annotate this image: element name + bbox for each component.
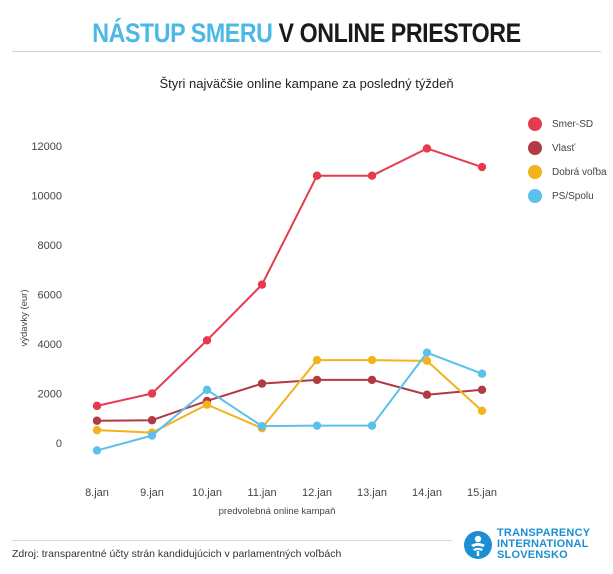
data-point (422, 390, 432, 399)
y-tick-label: 12000 (31, 141, 62, 153)
data-point (367, 375, 377, 385)
legend-label: Dobrá voľba (552, 166, 607, 178)
x-tick-label: 11.jan (247, 487, 276, 499)
x-tick-label: 10.jan (192, 487, 222, 499)
legend-swatch (528, 189, 542, 203)
data-point (92, 425, 102, 435)
title-divider (12, 51, 601, 52)
data-point (477, 162, 487, 172)
y-axis-label: výdavky (eur) (19, 289, 30, 346)
x-tick-label: 8.jan (85, 487, 109, 499)
data-point (422, 144, 432, 153)
y-tick-label: 2000 (38, 389, 62, 401)
x-tick-label: 12.jan (302, 487, 332, 499)
legend-label: Smer-SD (552, 118, 594, 130)
transparency-international-logo-icon (464, 530, 492, 559)
chart-legend: Smer-SD Vlasť Dobrá voľba PS/Spolu (528, 112, 607, 208)
data-point (92, 401, 102, 411)
title-accent: NÁSTUP SMERU (92, 18, 273, 48)
data-point (147, 416, 157, 425)
legend-swatch (528, 165, 542, 179)
data-point (477, 406, 487, 416)
data-point (422, 348, 432, 357)
title-rest: V ONLINE PRIESTORE (278, 18, 522, 48)
data-point (202, 400, 212, 409)
y-tick-label: 0 (56, 438, 62, 450)
data-point (147, 431, 157, 440)
data-point (92, 446, 102, 455)
x-tick-label: 9.jan (140, 487, 164, 499)
legend-label: PS/Spolu (552, 190, 594, 202)
data-point (312, 375, 322, 385)
data-point (422, 356, 432, 366)
data-point (367, 421, 377, 430)
chart-subtitle: Štyri najväčšie online kampane za posled… (159, 76, 454, 91)
y-tick-label: 6000 (38, 290, 62, 302)
x-tick-label: 14.jan (412, 487, 442, 499)
ti-logo: TRANSPARENCY INTERNATIONAL SLOVENSKO (463, 528, 590, 561)
data-point (367, 355, 377, 365)
data-point (147, 389, 157, 398)
series-line (96, 378, 483, 422)
data-point (477, 385, 487, 394)
x-tick-label: 15.jan (467, 487, 497, 499)
y-tick-label: 4000 (38, 339, 62, 351)
x-axis-label: predvolebná online kampaň (219, 506, 336, 517)
logo-line-2: INTERNATIONAL (497, 538, 589, 550)
legend-item: PS/Spolu (528, 184, 607, 208)
source-divider (12, 540, 452, 541)
legend-swatch (528, 117, 542, 131)
data-point (257, 280, 267, 289)
logo-line-3: SLOVENSKO (497, 549, 568, 561)
data-point (257, 421, 267, 431)
y-tick-label: 10000 (31, 191, 62, 203)
legend-item: Dobrá voľba (528, 160, 607, 184)
logo-line-1: TRANSPARENCY (497, 527, 591, 539)
x-tick-label: 13.jan (357, 487, 387, 499)
data-point (257, 379, 267, 388)
data-point (477, 369, 487, 378)
legend-label: Vlasť (552, 142, 576, 154)
data-point (202, 385, 212, 394)
series-line (96, 351, 483, 452)
y-tick-label: 8000 (38, 240, 62, 252)
data-point (312, 171, 322, 180)
legend-swatch (528, 141, 542, 155)
legend-item: Vlasť (528, 136, 607, 160)
legend-item: Smer-SD (528, 112, 607, 136)
data-point (92, 416, 102, 425)
data-point (367, 171, 377, 180)
page-title: NÁSTUP SMERU V ONLINE PRIESTORE (43, 18, 570, 49)
data-point (202, 336, 212, 345)
data-point (312, 355, 322, 365)
series-line (96, 147, 483, 407)
data-point (312, 421, 322, 430)
source-note: Zdroj: transparentné účty strán kandiduj… (12, 548, 342, 560)
